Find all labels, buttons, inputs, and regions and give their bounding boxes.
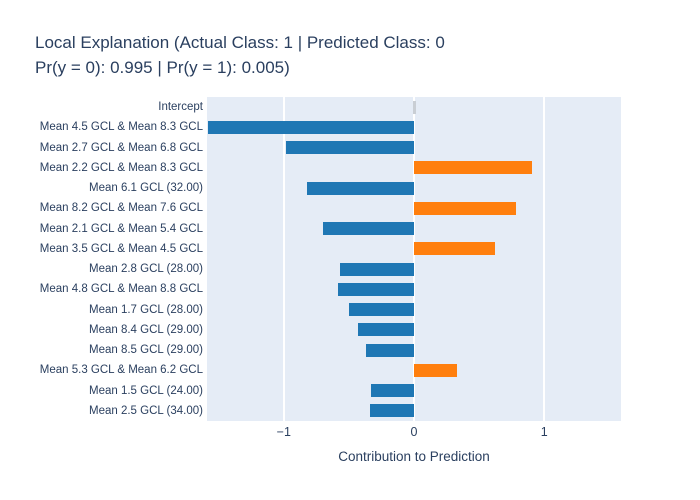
contribution-bar[interactable]: [414, 242, 495, 256]
contribution-bar[interactable]: [322, 222, 414, 236]
x-axis-title: Contribution to Prediction: [338, 449, 490, 464]
y-axis-label: Mean 8.5 GCL (29.00): [89, 344, 203, 357]
contribution-bar[interactable]: [339, 262, 414, 276]
chart-title: Local Explanation (Actual Class: 1 | Pre…: [35, 30, 665, 80]
y-axis-label: Mean 4.5 GCL & Mean 8.3 GCL: [39, 121, 203, 134]
contribution-bar[interactable]: [348, 303, 414, 317]
gridline: [543, 97, 545, 421]
contribution-bar[interactable]: [365, 343, 414, 357]
y-axis-label: Mean 1.7 GCL (28.00): [89, 303, 203, 316]
y-axis-label: Mean 2.1 GCL & Mean 5.4 GCL: [39, 222, 203, 235]
y-axis-label: Mean 4.8 GCL & Mean 8.8 GCL: [39, 283, 203, 296]
y-axis-label: Mean 1.5 GCL (24.00): [89, 384, 203, 397]
chart-title-line1: Local Explanation (Actual Class: 1 | Pre…: [35, 33, 445, 52]
contribution-bar[interactable]: [414, 363, 457, 377]
y-axis-labels: Intercept Mean 4.5 GCL & Mean 8.3 GCL Mean…: [0, 97, 205, 421]
x-axis-ticks: −1 0 1: [207, 425, 621, 441]
y-axis-label: Mean 2.5 GCL (34.00): [89, 404, 203, 417]
y-axis-label: Mean 2.7 GCL & Mean 6.8 GCL: [39, 141, 203, 154]
contribution-bar[interactable]: [371, 384, 414, 398]
contribution-bar[interactable]: [414, 201, 516, 215]
chart-title-line2: Pr(y = 0): 0.995 | Pr(y = 1): 0.005): [35, 58, 290, 77]
x-axis-tick-label: −1: [276, 425, 291, 439]
y-axis-label: Mean 8.4 GCL (29.00): [89, 323, 203, 336]
contribution-bar[interactable]: [208, 120, 414, 134]
y-axis-label: Mean 3.5 GCL & Mean 4.5 GCL: [39, 242, 203, 255]
y-axis-label: Mean 2.8 GCL (28.00): [89, 263, 203, 276]
gridline: [283, 97, 285, 421]
intercept-bar[interactable]: [412, 100, 416, 114]
y-axis-label: Mean 5.3 GCL & Mean 6.2 GCL: [39, 364, 203, 377]
y-axis-label: Mean 2.2 GCL & Mean 8.3 GCL: [39, 161, 203, 174]
contribution-bar[interactable]: [307, 181, 414, 195]
plot-area: [207, 97, 621, 421]
y-axis-label: Intercept: [158, 101, 203, 114]
x-axis-tick-label: 1: [540, 425, 548, 439]
contribution-bar[interactable]: [286, 141, 414, 155]
x-axis-tick-label: 0: [410, 425, 418, 439]
contribution-bar[interactable]: [414, 161, 533, 175]
contribution-bar[interactable]: [358, 323, 414, 337]
y-axis-label: Mean 8.2 GCL & Mean 7.6 GCL: [39, 202, 203, 215]
y-axis-label: Mean 6.1 GCL (32.00): [89, 182, 203, 195]
zero-gridline: [413, 97, 415, 421]
contribution-bar[interactable]: [369, 404, 414, 418]
contribution-bar[interactable]: [338, 282, 414, 296]
